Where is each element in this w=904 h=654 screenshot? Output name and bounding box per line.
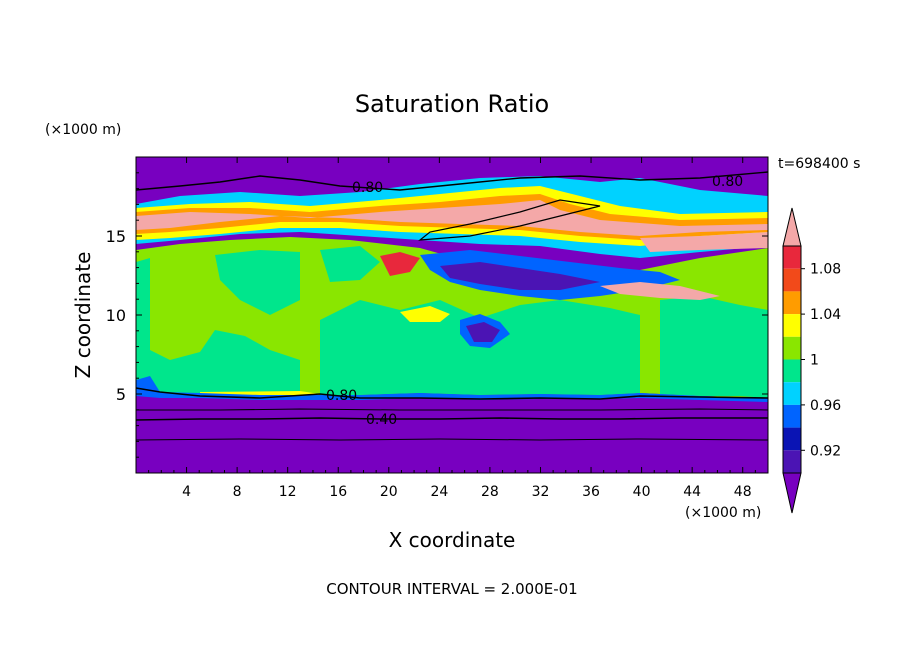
chart-title: Saturation Ratio [355,90,549,118]
colorbar-bin [783,359,801,383]
x-tick-label: 20 [380,484,398,500]
field-region-teal-1 [136,258,300,395]
contour-line-low-thin [136,408,769,411]
field-region-teal-4 [660,296,768,398]
x-tick-label: 40 [633,484,651,500]
x-tick-label: 36 [582,484,600,500]
colorbar-bin [783,246,801,269]
field-region-pink-lower-right [640,232,768,252]
contour-line-040 [135,417,768,421]
x-tick-label: 16 [329,484,347,500]
field-region-upper-pink [136,200,768,236]
colorbar-over-triangle [782,207,802,247]
y-tick-label: 5 [116,385,126,404]
field-region-mid-red [380,252,420,276]
contour-label-1: 0.80 [352,180,383,196]
field-region-purple-patch [466,322,500,342]
x-tick-label: 32 [532,484,550,500]
x-tick-label: 4 [182,484,191,500]
colorbar: 1.08 1.04 1 0.96 0.92 [782,207,841,514]
x-tick-label: 44 [683,484,701,500]
colorbar-bin [783,450,801,473]
x-tick-label: 24 [430,484,448,500]
field-region-teal-2 [215,250,300,315]
colorbar-bin [783,382,801,405]
x-axis: 4 8 12 16 20 24 28 32 36 40 44 48 [148,157,756,500]
time-label: t=698400 s [778,156,860,172]
y-tick-label: 15 [106,227,126,246]
contour-label-2: 0.80 [712,174,743,190]
contour-line-mid [418,199,601,241]
colorbar-bin [783,404,801,428]
y-axis: 5 10 15 [106,172,768,458]
contour-line-lower-080 [135,387,769,400]
contour-lines [135,171,769,441]
colorbar-bin [783,336,801,360]
field-region-teal-5 [320,246,380,282]
contour-line-upper [135,171,769,191]
colorbar-under-triangle [782,472,802,514]
colorbar-tick-label: 1 [810,353,819,369]
x-tick-label: 12 [279,484,297,500]
x-unit-label: (×1000 m) [685,505,761,521]
contour-label-4: 0.40 [366,412,397,428]
colorbar-bin [783,291,801,315]
contour-interval-footer: CONTOUR INTERVAL = 2.000E-01 [326,580,577,598]
y-tick-label: 10 [106,306,126,325]
plot-area: 0.80 0.80 0.80 0.40 [135,156,769,474]
colorbar-bin [783,427,801,451]
colorbar-tick-label: 0.92 [810,443,841,459]
y-axis-label: Z coordinate [71,252,95,379]
x-tick-label: 28 [481,484,499,500]
x-axis-label: X coordinate [389,528,516,552]
field-region-mid-yellow [400,306,450,322]
contour-line-bottom [135,438,769,441]
contour-label-3: 0.80 [326,388,357,404]
y-unit-label: (×1000 m) [45,122,121,138]
field-region-mid-pink [600,282,720,300]
x-tick-label: 48 [734,484,752,500]
colorbar-tick-label: 1.08 [810,262,841,278]
field-region-teal-3 [320,300,640,395]
colorbar-tick-label: 0.96 [810,398,841,414]
colorbar-tick-label: 1.04 [810,307,841,323]
colorbar-bin [783,268,801,292]
x-tick-label: 8 [233,484,242,500]
colorbar-bin [783,314,801,337]
field-region-subsaturated-core [440,262,600,290]
